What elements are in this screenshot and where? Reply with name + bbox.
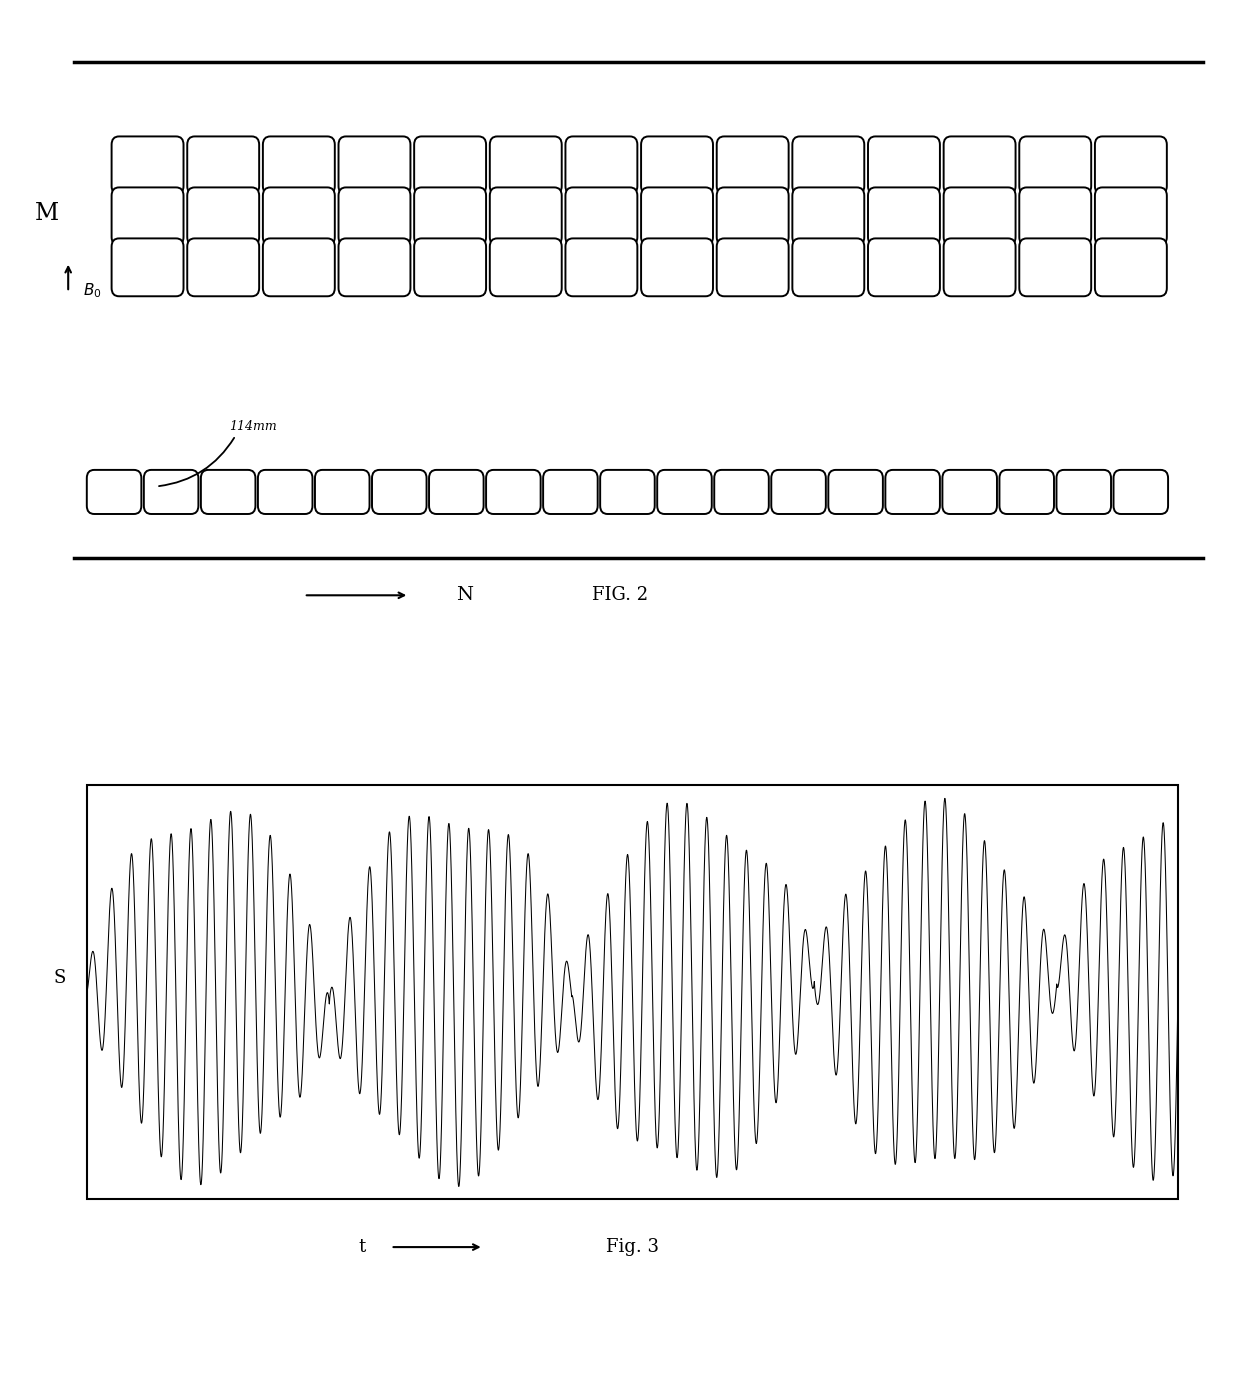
FancyBboxPatch shape: [339, 136, 410, 194]
FancyBboxPatch shape: [868, 136, 940, 194]
Text: t: t: [358, 1237, 366, 1257]
FancyBboxPatch shape: [543, 470, 598, 514]
FancyBboxPatch shape: [187, 136, 259, 194]
FancyBboxPatch shape: [112, 187, 184, 245]
FancyBboxPatch shape: [600, 470, 655, 514]
FancyBboxPatch shape: [565, 238, 637, 296]
FancyBboxPatch shape: [717, 238, 789, 296]
FancyBboxPatch shape: [339, 238, 410, 296]
FancyBboxPatch shape: [1019, 136, 1091, 194]
Text: M: M: [35, 203, 60, 225]
FancyBboxPatch shape: [868, 187, 940, 245]
FancyBboxPatch shape: [187, 238, 259, 296]
FancyBboxPatch shape: [792, 238, 864, 296]
FancyBboxPatch shape: [112, 238, 184, 296]
FancyBboxPatch shape: [792, 136, 864, 194]
FancyBboxPatch shape: [1019, 187, 1091, 245]
FancyBboxPatch shape: [1095, 136, 1167, 194]
FancyBboxPatch shape: [771, 470, 826, 514]
FancyBboxPatch shape: [414, 136, 486, 194]
FancyBboxPatch shape: [263, 187, 335, 245]
FancyBboxPatch shape: [490, 187, 562, 245]
FancyBboxPatch shape: [717, 187, 789, 245]
FancyBboxPatch shape: [999, 470, 1054, 514]
FancyBboxPatch shape: [112, 136, 184, 194]
FancyBboxPatch shape: [372, 470, 427, 514]
FancyBboxPatch shape: [868, 238, 940, 296]
FancyBboxPatch shape: [1056, 470, 1111, 514]
FancyBboxPatch shape: [828, 470, 883, 514]
FancyBboxPatch shape: [263, 238, 335, 296]
FancyBboxPatch shape: [1095, 238, 1167, 296]
FancyBboxPatch shape: [565, 187, 637, 245]
FancyBboxPatch shape: [641, 136, 713, 194]
FancyBboxPatch shape: [414, 238, 486, 296]
FancyBboxPatch shape: [1019, 238, 1091, 296]
FancyBboxPatch shape: [885, 470, 940, 514]
FancyBboxPatch shape: [490, 238, 562, 296]
Text: N: N: [456, 586, 474, 605]
FancyBboxPatch shape: [717, 136, 789, 194]
FancyBboxPatch shape: [201, 470, 255, 514]
FancyBboxPatch shape: [263, 136, 335, 194]
FancyBboxPatch shape: [657, 470, 712, 514]
FancyBboxPatch shape: [944, 238, 1016, 296]
FancyBboxPatch shape: [714, 470, 769, 514]
Text: $B_0$: $B_0$: [83, 281, 102, 300]
FancyBboxPatch shape: [87, 470, 141, 514]
FancyBboxPatch shape: [414, 187, 486, 245]
FancyBboxPatch shape: [258, 470, 312, 514]
FancyBboxPatch shape: [1095, 187, 1167, 245]
FancyBboxPatch shape: [187, 187, 259, 245]
FancyBboxPatch shape: [490, 136, 562, 194]
FancyBboxPatch shape: [339, 187, 410, 245]
FancyBboxPatch shape: [792, 187, 864, 245]
Text: Fig. 3: Fig. 3: [606, 1237, 658, 1257]
FancyBboxPatch shape: [565, 136, 637, 194]
FancyBboxPatch shape: [486, 470, 541, 514]
FancyBboxPatch shape: [429, 470, 484, 514]
FancyBboxPatch shape: [1114, 470, 1168, 514]
FancyBboxPatch shape: [942, 470, 997, 514]
Text: 114mm: 114mm: [229, 420, 278, 433]
FancyBboxPatch shape: [944, 187, 1016, 245]
Text: S: S: [53, 969, 66, 988]
FancyBboxPatch shape: [87, 785, 1178, 1199]
FancyBboxPatch shape: [315, 470, 370, 514]
FancyBboxPatch shape: [641, 238, 713, 296]
FancyBboxPatch shape: [641, 187, 713, 245]
FancyBboxPatch shape: [944, 136, 1016, 194]
Text: FIG. 2: FIG. 2: [591, 586, 649, 605]
FancyBboxPatch shape: [144, 470, 198, 514]
